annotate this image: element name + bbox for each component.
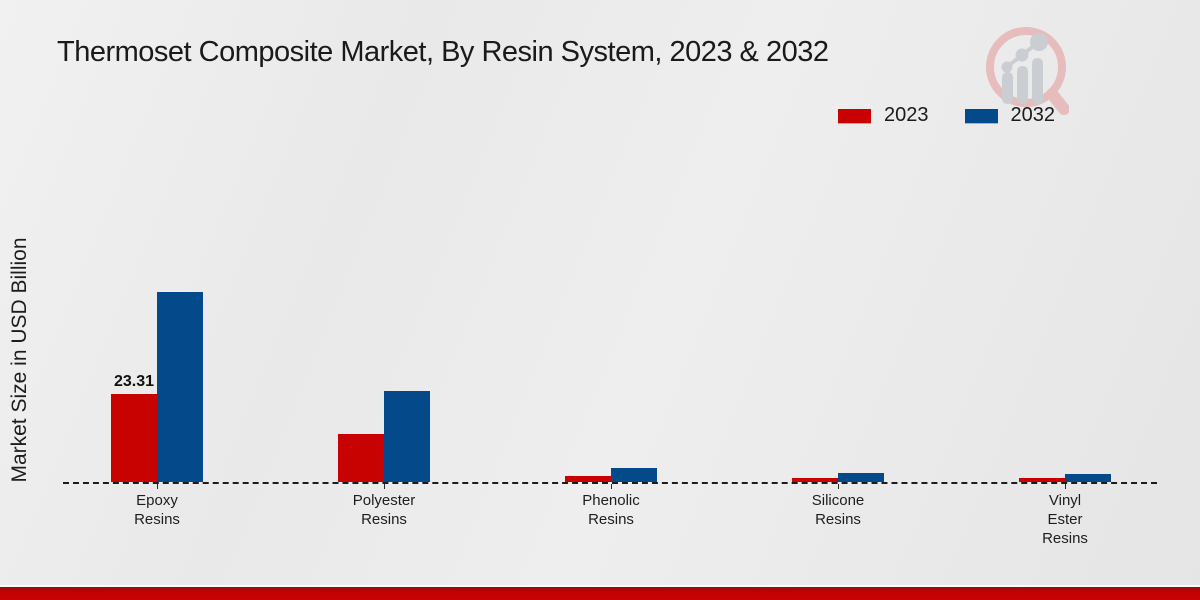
legend-label-2032: 2032 [1010, 104, 1056, 126]
x-axis-tick [1064, 484, 1066, 489]
plot-area: 23.31 Epoxy Resins Polyester Resins Phenoli… [63, 0, 1157, 600]
market-research-magnifier-logo [986, 27, 1069, 115]
chart-title: Thermoset Composite Market, By Resin Sys… [57, 36, 829, 68]
bar-2023-polyester-resins[interactable] [338, 434, 384, 482]
bar-2032-phenolic-resins[interactable] [611, 468, 657, 482]
bar-2023-phenolic-resins[interactable] [565, 476, 611, 482]
bar-group-vinyl-ester-resins: Vinyl Ester Resins [985, 0, 1145, 600]
legend-swatch-2032 [964, 108, 998, 123]
x-axis-tick [610, 484, 612, 489]
footer-highlight-line [0, 585, 1200, 587]
category-label-phenolic-resins: Phenolic Resins [582, 492, 640, 528]
legend-item-2023: 2023 [838, 104, 929, 127]
category-label-vinyl-ester-resins: Vinyl Ester Resins [1042, 492, 1088, 547]
legend: 2023 2032 [838, 104, 1055, 127]
bar-group-silicone-resins: Silicone Resins [758, 0, 918, 600]
legend-item-2032: 2032 [964, 104, 1056, 127]
x-axis-tick [837, 484, 839, 489]
bar-2032-polyester-resins[interactable] [384, 391, 430, 482]
bar-group-epoxy-resins: 23.31 Epoxy Resins [77, 0, 237, 600]
category-label-polyester-resins: Polyester Resins [352, 492, 416, 528]
category-label-silicone-resins: Silicone Resins [811, 492, 865, 528]
bar-value-label: 23.31 [113, 373, 155, 390]
bar-2032-vinyl-ester-resins[interactable] [1065, 474, 1111, 482]
bar-2023-vinyl-ester-resins[interactable] [1019, 478, 1065, 482]
bar-group-phenolic-resins: Phenolic Resins [531, 0, 691, 600]
category-label-epoxy-resins: Epoxy Resins [134, 492, 180, 528]
bar-2032-epoxy-resins[interactable] [157, 292, 203, 482]
x-axis-tick [383, 484, 385, 489]
bar-2023-silicone-resins[interactable] [792, 478, 838, 482]
legend-swatch-2023 [838, 108, 871, 123]
bar-2023-epoxy-resins[interactable] [111, 394, 157, 482]
legend-label-2023: 2023 [884, 104, 929, 126]
y-axis-label: Market Size in USD Billion [8, 237, 31, 483]
zero-baseline [63, 482, 1157, 484]
bar-group-polyester-resins: Polyester Resins [304, 0, 464, 600]
bar-2032-silicone-resins[interactable] [838, 473, 884, 482]
footer-red-stripe [0, 587, 1200, 600]
x-axis-tick [156, 484, 158, 489]
